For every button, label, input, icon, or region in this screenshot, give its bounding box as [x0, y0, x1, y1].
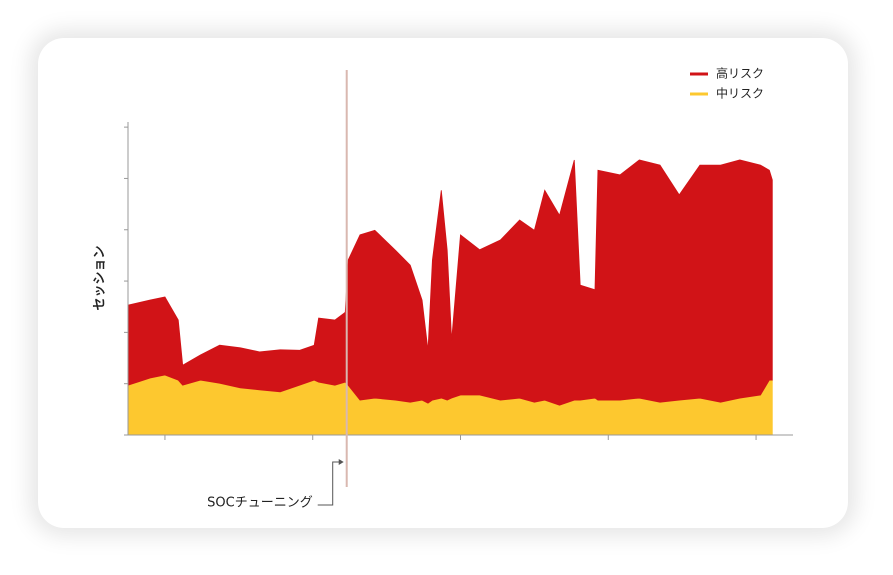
- annotation-connector: [317, 461, 343, 506]
- legend-label: 中リスク: [716, 86, 764, 101]
- area: [127, 159, 773, 406]
- legend-label: 高リスク: [716, 66, 764, 81]
- y-axis-label: セッション: [93, 245, 108, 310]
- annotation-arrow: [338, 459, 344, 465]
- annotation-text: SOCチューニング: [207, 496, 313, 511]
